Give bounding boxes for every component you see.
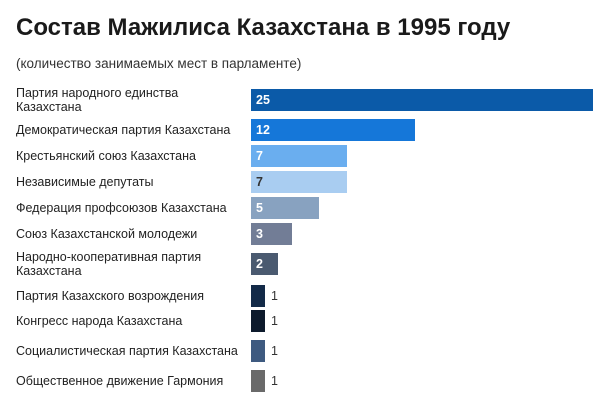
value-label: 2 xyxy=(256,257,263,271)
category-label: Независимые депутаты xyxy=(16,175,154,189)
bar xyxy=(251,145,347,167)
chart-title: Состав Мажилиса Казахстана в 1995 году xyxy=(16,14,511,41)
value-label: 1 xyxy=(271,344,278,358)
value-label: 1 xyxy=(271,374,278,388)
category-label: Народно-кооперативная партия Казахстана xyxy=(16,250,202,278)
bar xyxy=(251,89,593,111)
value-label: 25 xyxy=(256,93,270,107)
value-label: 3 xyxy=(256,227,263,241)
bar xyxy=(251,285,265,307)
value-label: 1 xyxy=(271,314,278,328)
bar xyxy=(251,223,292,245)
bar xyxy=(251,119,415,141)
value-label: 7 xyxy=(256,149,263,163)
bar xyxy=(251,340,265,362)
category-label: Демократическая партия Казахстана xyxy=(16,123,231,137)
bar xyxy=(251,310,265,332)
category-label: Социалистическая партия Казахстана xyxy=(16,344,238,358)
category-label: Союз Казахстанской молодежи xyxy=(16,227,198,241)
bar xyxy=(251,370,265,392)
bar xyxy=(251,171,347,193)
category-label: Крестьянский союз Казахстана xyxy=(16,149,196,163)
chart-subtitle: (количество занимаемых мест в парламенте… xyxy=(16,56,302,71)
category-label: Общественное движение Гармония xyxy=(16,374,224,388)
value-label: 5 xyxy=(256,201,263,215)
bar xyxy=(251,197,319,219)
value-label: 7 xyxy=(256,175,263,189)
category-label: Федерация профсоюзов Казахстана xyxy=(16,201,227,215)
bar xyxy=(251,253,278,275)
value-label: 1 xyxy=(271,289,278,303)
value-label: 12 xyxy=(256,123,270,137)
category-label: Партия народного единства Казахстана xyxy=(16,86,179,114)
category-label: Конгресс народа Казахстана xyxy=(16,314,183,328)
category-label: Партия Казахского возрождения xyxy=(16,289,205,303)
